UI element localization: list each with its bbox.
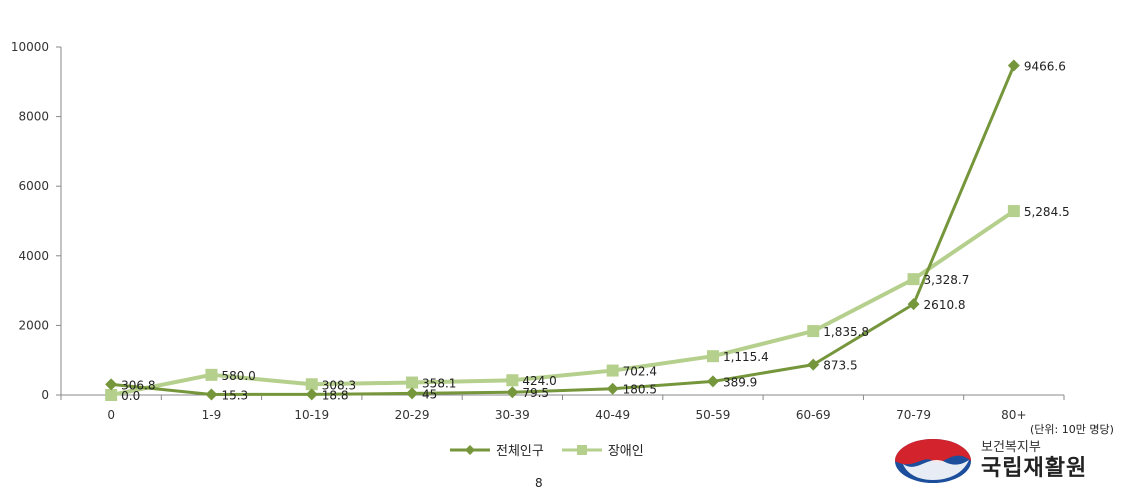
x-tick-label: 60-69 xyxy=(796,408,831,422)
data-label-total-population: 79.5 xyxy=(522,386,549,400)
data-label-total-population: 2610.8 xyxy=(924,298,966,312)
data-point-disabled xyxy=(1007,205,1020,218)
data-label-disabled: 1,835.8 xyxy=(823,325,869,339)
data-point-disabled xyxy=(807,325,820,338)
x-tick-label: 40-49 xyxy=(595,408,630,422)
taegeuk-emblem-icon xyxy=(895,439,971,483)
data-point-total-population xyxy=(706,375,719,388)
logo-title: 국립재활원 xyxy=(981,455,1088,481)
data-label-total-population: 389.9 xyxy=(723,375,757,389)
x-tick-label: 70-79 xyxy=(896,408,931,422)
data-label-total-population: 45 xyxy=(422,387,437,401)
legend-label-total-population: 전체인구 xyxy=(496,444,544,459)
data-point-disabled xyxy=(506,374,519,387)
y-tick-label: 6000 xyxy=(18,179,49,193)
y-tick-label: 10000 xyxy=(11,40,49,54)
data-label-disabled: 3,328.7 xyxy=(924,273,970,287)
y-tick-label: 4000 xyxy=(18,249,49,263)
legend-label-disabled: 장애인 xyxy=(607,444,644,459)
series-layer: 306.8 15.3 18.8 45 79.5 180.5 389.9 873.5 2610.8… xyxy=(105,60,1070,403)
x-tick-label: 30-39 xyxy=(495,408,530,422)
data-point-disabled xyxy=(907,273,920,286)
data-point-total-population xyxy=(406,387,419,400)
y-tick-label: 0 xyxy=(41,388,49,402)
legend-marker-diamond-icon xyxy=(450,444,490,455)
data-point-disabled xyxy=(205,368,218,381)
x-tick-label: 80+ xyxy=(1001,408,1026,422)
x-tick-label: 10-19 xyxy=(294,408,329,422)
unit-note: (단위: 10만 명당) xyxy=(1030,423,1114,436)
data-label-disabled: 1,115.4 xyxy=(723,350,769,364)
data-label-disabled: 424.0 xyxy=(522,374,556,388)
legend-item-disabled: 장애인 xyxy=(561,440,644,459)
data-point-total-population xyxy=(305,388,318,401)
data-point-total-population xyxy=(105,378,118,391)
x-tick-label: 0 xyxy=(107,408,115,422)
x-tick-label: 20-29 xyxy=(395,408,430,422)
data-label-total-population: 180.5 xyxy=(623,383,657,397)
data-point-total-population xyxy=(606,382,619,395)
legend: 전체인구 장애인 xyxy=(450,440,644,459)
x-tick-label: 1-9 xyxy=(202,408,222,422)
data-label-disabled: 308.3 xyxy=(322,378,356,392)
series-line-disabled xyxy=(110,209,1015,397)
data-point-disabled xyxy=(706,350,719,363)
data-point-disabled xyxy=(105,389,118,401)
data-label-disabled: 5,284.5 xyxy=(1024,205,1070,219)
legend-item-total-population: 전체인구 xyxy=(450,440,544,459)
data-point-disabled xyxy=(406,376,419,389)
page-number: 8 xyxy=(535,476,543,490)
data-label-disabled: 580.0 xyxy=(221,369,255,383)
data-point-total-population xyxy=(807,358,820,371)
data-point-total-population xyxy=(907,298,920,311)
y-tick-label: 2000 xyxy=(18,318,49,332)
series-line-total-population xyxy=(110,64,1016,396)
data-label-total-population: 18.8 xyxy=(322,388,349,402)
legend-marker-square-icon xyxy=(561,444,602,455)
data-point-disabled xyxy=(606,364,619,377)
data-label-disabled: 0.0 xyxy=(121,389,140,403)
data-point-disabled xyxy=(305,378,318,391)
data-label-total-population: 873.5 xyxy=(823,359,857,373)
y-tick-label: 8000 xyxy=(18,110,49,124)
data-label-disabled: 702.4 xyxy=(623,365,657,379)
data-point-total-population xyxy=(1007,59,1020,72)
data-label-total-population: 9466.6 xyxy=(1024,60,1066,74)
logo-subtitle: 보건복지부 xyxy=(981,439,1041,455)
data-label-disabled: 358.1 xyxy=(422,377,456,391)
data-label-total-population: 15.3 xyxy=(221,388,248,402)
data-point-total-population xyxy=(506,386,519,399)
axes: 0 2000 4000 6000 8000 10000 0 1-9 10-19 20-29 30-3… xyxy=(11,40,1065,422)
x-tick-label: 50-59 xyxy=(696,408,731,422)
logo: 보건복지부 국립재활원 xyxy=(893,436,1087,486)
data-point-total-population xyxy=(205,388,218,401)
data-label-total-population: 306.8 xyxy=(121,378,155,392)
